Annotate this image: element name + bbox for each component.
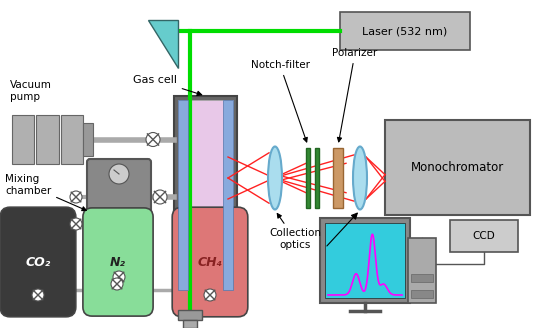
Bar [411,290,433,298]
Text: CH₄: CH₄ [197,256,223,269]
Bar [408,238,436,303]
Text: Polarizer: Polarizer [332,48,378,142]
Bar [174,96,237,294]
Text: Laser (532 nm): Laser (532 nm) [362,26,448,36]
FancyBboxPatch shape [0,207,76,317]
Ellipse shape [268,147,282,210]
Bar [83,123,92,156]
Bar [340,12,470,50]
Text: Monochromator: Monochromator [411,161,504,174]
Bar [60,115,83,164]
Text: Gas cell: Gas cell [133,75,202,95]
Bar [450,220,518,252]
Circle shape [146,133,160,147]
Ellipse shape [353,147,367,210]
Circle shape [32,289,44,301]
Bar [306,148,310,208]
Bar [12,115,34,164]
Bar [178,100,188,290]
Circle shape [70,191,82,203]
Text: N₂: N₂ [110,256,126,269]
Circle shape [204,289,216,301]
FancyBboxPatch shape [172,207,248,317]
Bar [315,148,319,208]
Bar [223,100,233,290]
Bar [385,120,530,215]
Circle shape [113,271,125,283]
Bar [178,100,233,290]
Bar [320,218,410,303]
Circle shape [111,278,123,290]
Text: Vacuum
pump: Vacuum pump [10,80,52,102]
Bar [36,115,58,164]
FancyBboxPatch shape [83,208,153,316]
Bar [183,320,197,328]
Text: Mixing
chamber: Mixing chamber [5,174,86,211]
Polygon shape [148,20,178,68]
Text: Collection
optics: Collection optics [269,214,321,250]
Circle shape [153,190,167,204]
Circle shape [109,164,129,184]
Text: Notch-filter: Notch-filter [250,60,310,142]
Bar [333,148,343,208]
Text: CO₂: CO₂ [25,256,51,269]
Bar [411,274,433,282]
FancyBboxPatch shape [87,159,151,265]
Bar [178,310,202,320]
Circle shape [70,218,82,230]
Bar [325,223,405,298]
Text: CCD: CCD [472,231,496,241]
